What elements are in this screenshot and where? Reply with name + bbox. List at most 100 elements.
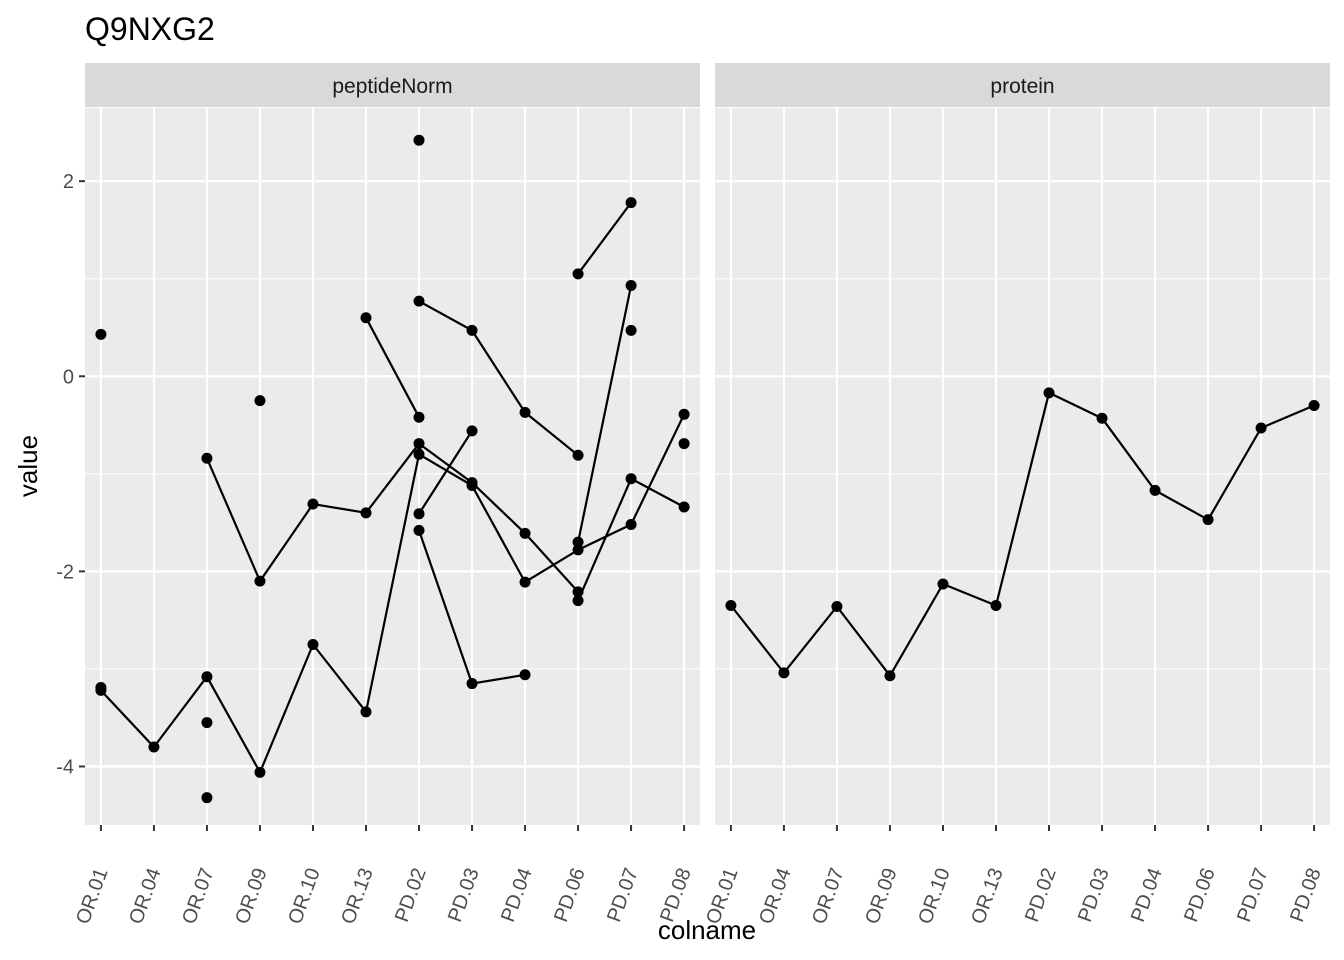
data-point [572,544,584,556]
data-point [148,741,160,753]
data-point [413,295,425,307]
data-point [307,639,319,651]
strip-background [85,63,700,107]
data-point [572,586,584,598]
data-point [1149,484,1161,496]
y-tick-label: -4 [56,756,74,778]
x-tick-label: PD.04 [1127,865,1167,925]
data-point [678,501,690,513]
data-point [678,408,690,420]
data-point [625,197,637,209]
data-point [95,328,107,340]
data-point [201,452,213,464]
data-point [413,134,425,146]
data-point [572,449,584,461]
x-tick-label: PD.02 [391,865,431,925]
series-line [730,391,1315,677]
series-line [418,300,579,457]
data-point [778,667,790,679]
data-point [884,670,896,682]
data-point [572,536,584,548]
data-point [572,595,584,607]
panel-background [715,108,1330,825]
y-tick-label: 2 [63,171,74,193]
x-tick-label: PD.02 [1021,865,1061,925]
data-point [1043,387,1055,399]
x-tick-label: OR.04 [125,865,165,927]
panel-background [85,108,700,825]
x-tick-label: PD.07 [603,865,643,925]
data-point [519,576,531,588]
series-line [205,442,579,593]
x-tick-label: OR.13 [337,865,377,927]
series-line [100,413,686,774]
strip-label: peptideNorm [332,75,452,98]
x-tick-label: OR.01 [72,865,112,927]
data-point [307,498,319,510]
strip-label: protein [990,75,1054,98]
data-point [625,519,637,531]
series-line [577,201,632,275]
chart-title: Q9NXG2 [85,11,215,47]
data-point [625,280,637,292]
data-point [413,438,425,450]
x-tick-label: OR.10 [284,865,324,927]
data-point [413,524,425,536]
data-point [466,425,478,437]
data-point [725,600,737,612]
data-point [360,507,372,519]
data-point [625,324,637,336]
x-tick-label: PD.08 [1286,865,1326,925]
x-tick-label: OR.04 [755,865,795,927]
data-point [937,578,949,590]
data-point [678,438,690,450]
data-point [519,406,531,418]
x-tick-label: PD.03 [1074,865,1114,925]
x-tick-label: PD.04 [497,865,537,925]
data-point [254,575,266,587]
data-point [360,706,372,718]
data-point [466,324,478,336]
data-point [1255,422,1267,434]
x-tick-label: OR.09 [861,865,901,927]
data-point [1096,412,1108,424]
data-point [466,678,478,690]
y-axis: -4 -2 0 2 [56,171,85,778]
y-axis-title: value [13,435,43,497]
series-line [577,285,633,543]
data-point [413,508,425,520]
data-point [519,527,531,539]
data-point [519,669,531,681]
y-tick-label: 0 [63,366,74,388]
data-point [201,717,213,729]
data-point [466,477,478,489]
data-point [1202,514,1214,526]
data-point [413,411,425,423]
x-tick-label: OR.13 [967,865,1007,927]
data-point [625,473,637,485]
data-point [831,600,843,612]
x-tick-label: PD.06 [1180,865,1220,925]
panel-peptideNorm: peptideNorm OR.01 OR.04 OR.07 OR.09 OR.10 OR.1… [72,63,700,927]
data-point [360,312,372,324]
data-point [1308,400,1320,412]
series-line [418,430,473,515]
data-point [201,671,213,683]
panels: peptideNorm OR.01 OR.04 OR.07 OR.09 OR.10 OR.1… [72,63,1330,927]
x-tick-label: OR.10 [914,865,954,927]
x-tick-label: OR.07 [178,865,218,927]
data-point [201,792,213,804]
data-point [572,268,584,280]
x-tick-label: PD.06 [550,865,590,925]
x-tick-label: OR.07 [808,865,848,927]
data-point [254,766,266,778]
data-point [254,395,266,407]
x-tick-label: PD.03 [444,865,484,925]
series-line [365,317,420,418]
data-point [413,448,425,460]
x-axis-title: colname [658,915,756,945]
y-tick-label: -2 [56,561,74,583]
data-point [95,681,107,693]
